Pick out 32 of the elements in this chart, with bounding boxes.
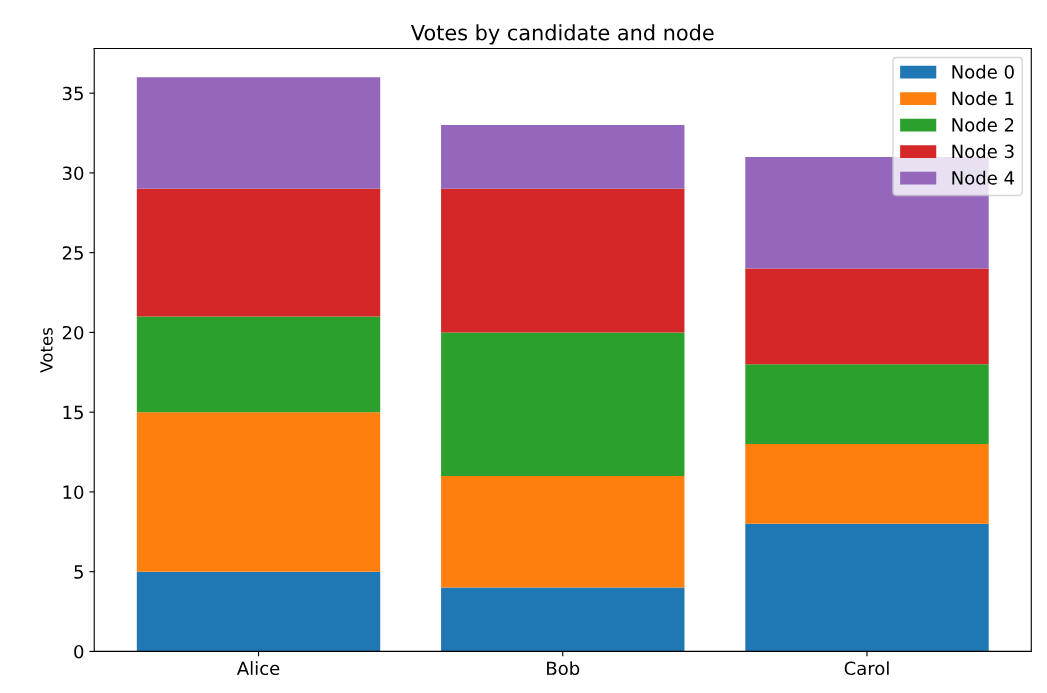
- x-tick-label: Bob: [547, 661, 580, 676]
- y-tick-label: 0: [74, 644, 84, 659]
- bar: [136, 571, 381, 652]
- x-tick-label: Alice: [236, 661, 280, 676]
- legend-label: Node 0: [952, 64, 1014, 79]
- bar: [136, 188, 381, 317]
- y-tick-label: 10: [63, 485, 84, 500]
- legend-label: Node 3: [952, 144, 1014, 159]
- bar: [745, 444, 989, 524]
- y-tick-label: 30: [62, 166, 84, 181]
- legend-label: Node 2: [952, 117, 1014, 132]
- x-tick-label: Carol: [844, 661, 889, 676]
- y-tick-label: 15: [63, 405, 83, 420]
- bar: [441, 188, 685, 333]
- bar: [745, 364, 989, 445]
- bar: [441, 475, 685, 588]
- legend-label: Node 4: [952, 170, 1015, 185]
- y-tick-label: 25: [62, 246, 83, 260]
- y-tick-label: 5: [74, 565, 83, 579]
- bar: [441, 125, 685, 189]
- bar: [745, 268, 989, 365]
- y-tick-label: 20: [62, 325, 84, 340]
- bar: [136, 316, 381, 413]
- y-tick-label: 35: [62, 86, 83, 101]
- bar: [745, 523, 989, 652]
- bar: [136, 412, 381, 572]
- bar: [441, 587, 685, 652]
- legend-label: Node 1: [952, 91, 1014, 106]
- bar: [136, 77, 381, 189]
- y-axis-title: Votes: [40, 327, 53, 373]
- bar: [441, 332, 685, 476]
- chart-title: Votes by candidate and node: [410, 24, 714, 45]
